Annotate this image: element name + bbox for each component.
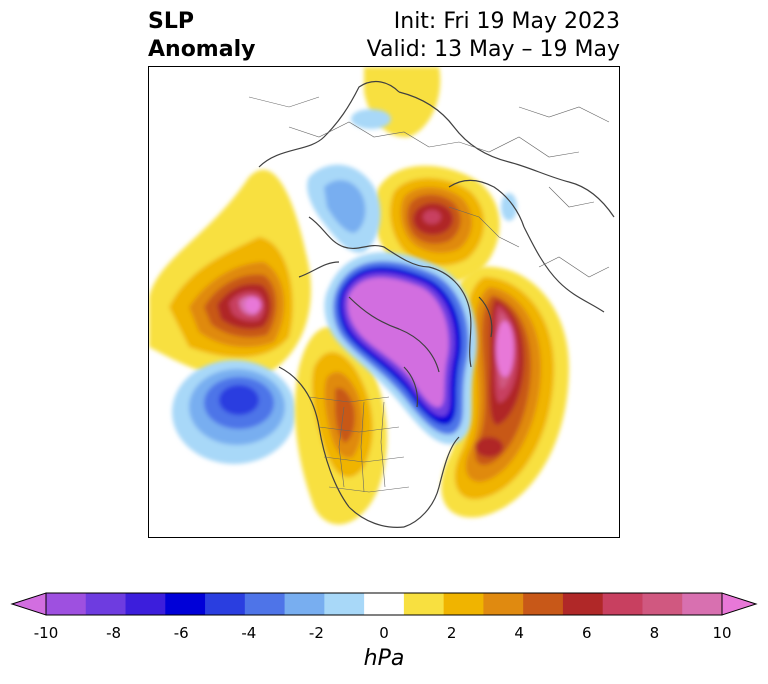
colorbar-tick-label: -10	[33, 624, 59, 642]
variable-name: SLP	[148, 9, 194, 34]
colorbar-segment	[244, 593, 286, 615]
country-borders	[248, 96, 610, 493]
negative-anomaly-siberia	[307, 109, 517, 253]
colorbar-tick-label: 0	[379, 624, 389, 642]
colorbar-segment	[85, 593, 127, 615]
positive-anomaly-north-america	[294, 327, 388, 525]
positive-anomaly-aleutians	[149, 169, 311, 380]
colorbar-tick-label: -6	[173, 624, 189, 642]
negative-anomaly-north-pacific	[172, 360, 296, 464]
colorbar-segment	[46, 593, 87, 615]
colorbar-segment	[403, 593, 445, 615]
colorbar-unit-label: hPa	[363, 646, 405, 671]
forecast-times: Init: Fri 19 May 2023 Valid: 13 May – 19…	[367, 8, 620, 64]
colorbar-segment	[125, 593, 166, 615]
chart-title: SLP Anomaly	[148, 8, 255, 64]
colorbar-tick-label: 4	[514, 624, 524, 642]
colorbar-segments	[46, 593, 723, 615]
colorbar-segment	[443, 593, 484, 615]
colorbar-tick-label: -2	[308, 624, 324, 642]
colorbar-outline	[45, 592, 723, 616]
colorbar-tick-label: -8	[106, 624, 122, 642]
map-panel	[148, 66, 620, 538]
valid-period: Valid: 13 May – 19 May	[366, 37, 620, 62]
colorbar-tick-label: 6	[582, 624, 592, 642]
negative-anomaly-arctic	[324, 252, 478, 445]
colorbar-segment	[483, 593, 524, 615]
colorbar-segment	[364, 593, 405, 615]
colorbar-tick-label: 8	[649, 624, 660, 642]
colorbar	[10, 592, 758, 616]
colorbar-segment	[284, 593, 325, 615]
colorbar-max-extension	[721, 592, 758, 616]
colorbar-segment	[165, 593, 206, 615]
init-time: Init: Fri 19 May 2023	[393, 9, 620, 34]
colorbar-segment	[205, 593, 246, 615]
colorbar-segment	[642, 593, 683, 615]
colorbar-segment	[682, 593, 723, 615]
anomaly-map	[149, 67, 615, 528]
colorbar-segment	[602, 593, 643, 615]
colorbar-segment	[562, 593, 604, 615]
colorbar-segment	[324, 593, 365, 615]
positive-anomaly-eurasia	[364, 67, 500, 283]
colorbar-tick-label: 2	[446, 624, 457, 642]
colorbar-tick-label: 10	[712, 624, 732, 642]
variable-type: Anomaly	[148, 37, 256, 62]
colorbar-tick-label: -4	[241, 624, 257, 642]
colorbar-segment	[523, 593, 564, 615]
colorbar-min-extension	[10, 592, 47, 616]
